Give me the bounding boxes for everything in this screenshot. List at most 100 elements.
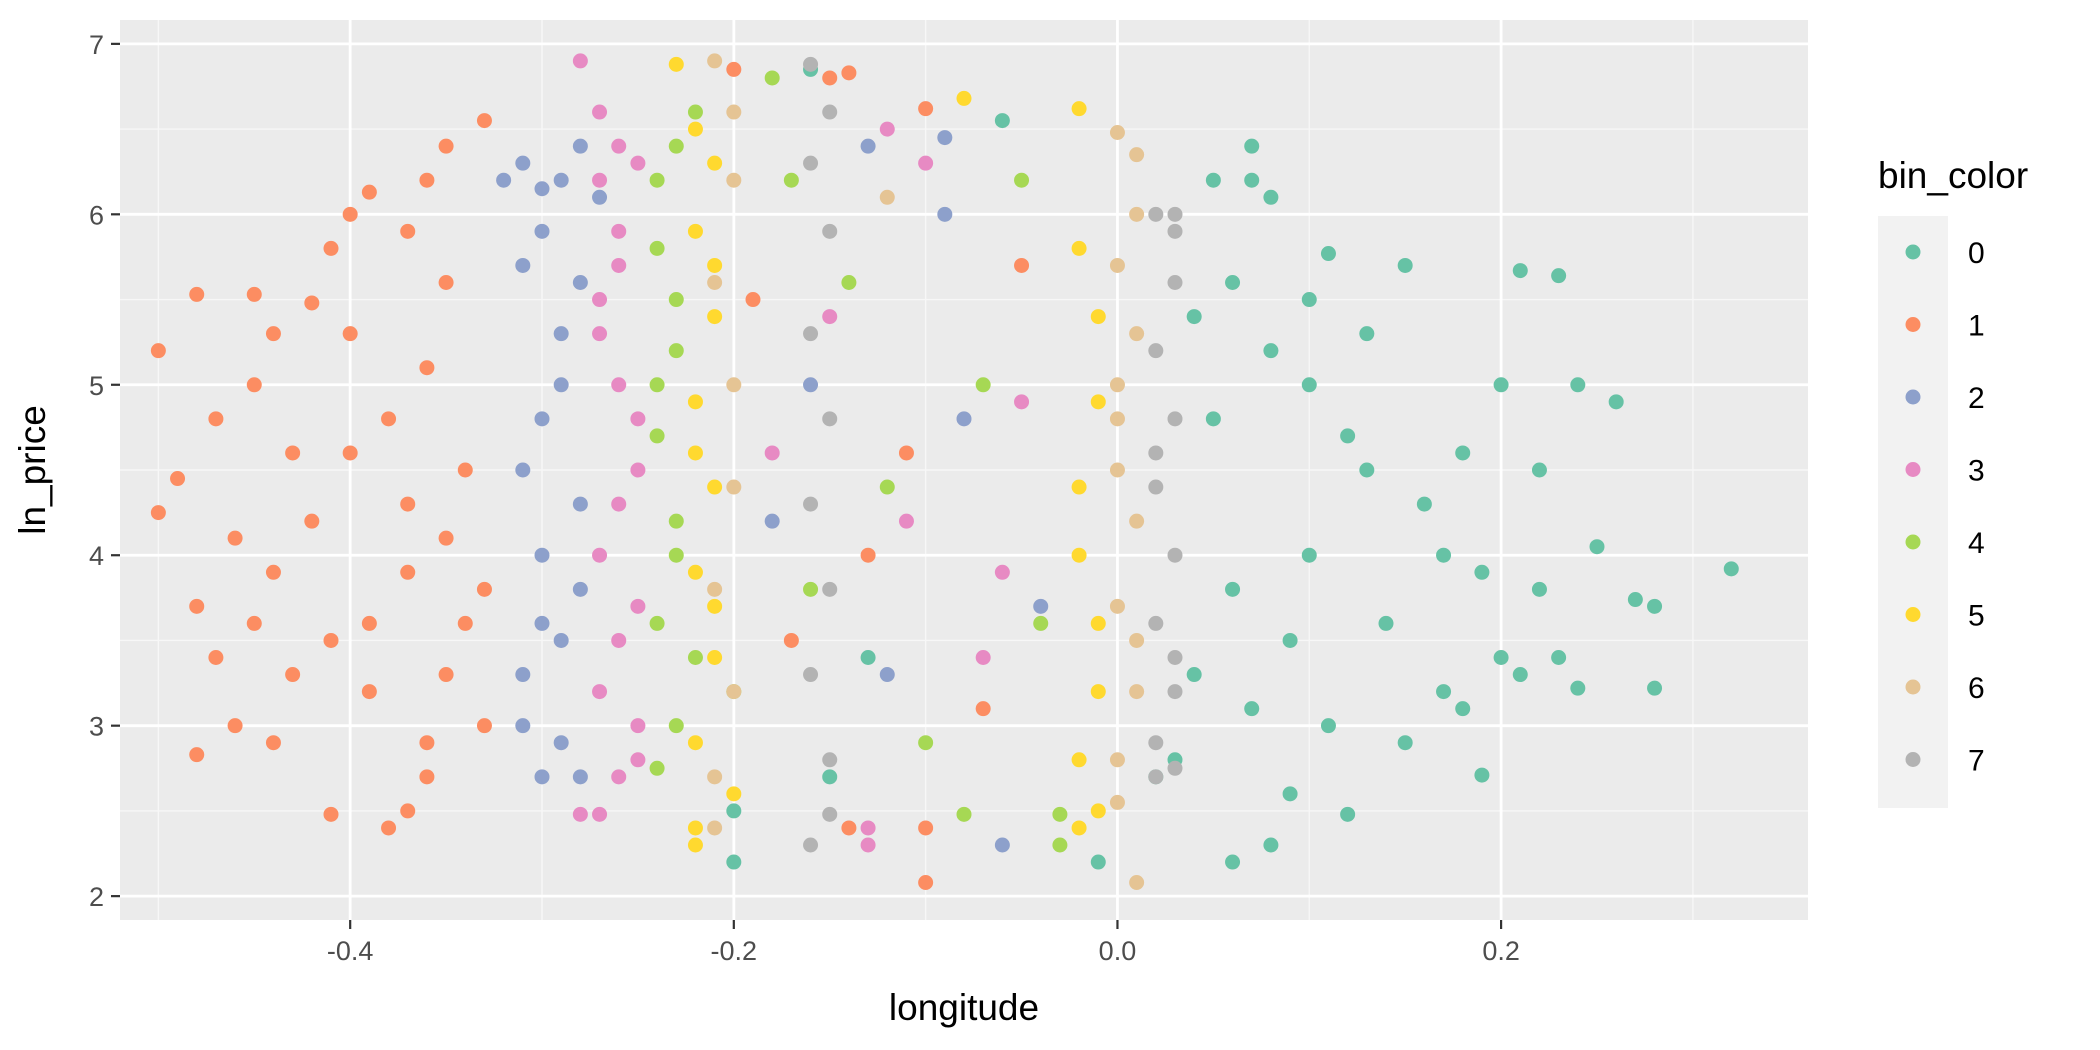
data-point: [1263, 189, 1279, 205]
data-point: [534, 181, 550, 197]
data-point: [592, 684, 608, 700]
data-point: [668, 343, 684, 359]
data-point: [342, 206, 358, 222]
data-point: [1148, 343, 1164, 359]
data-point: [572, 53, 588, 69]
data-point: [707, 769, 723, 785]
data-point: [553, 326, 569, 342]
data-point: [687, 837, 703, 853]
data-point: [285, 445, 301, 461]
data-point: [285, 667, 301, 683]
series-0: [726, 61, 1739, 870]
y-axis: 2 3 4 5 6 7: [89, 30, 120, 912]
legend-title: bin_color: [1878, 155, 2028, 196]
series-4: [649, 70, 1068, 853]
data-point: [687, 121, 703, 137]
legend-label: 3: [1968, 455, 1985, 488]
data-point: [879, 121, 895, 137]
data-point: [1129, 513, 1145, 529]
data-point: [381, 411, 397, 427]
data-point: [764, 70, 780, 86]
data-point: [822, 309, 838, 325]
legend-item-2: 2: [1905, 382, 1985, 415]
data-point: [841, 65, 857, 81]
data-point: [1205, 172, 1221, 188]
data-point: [764, 445, 780, 461]
data-point: [630, 598, 646, 614]
data-point: [208, 411, 224, 427]
data-point: [534, 615, 550, 631]
data-point: [1340, 428, 1356, 444]
data-point: [707, 479, 723, 495]
data-point: [438, 275, 454, 290]
data-point: [572, 496, 588, 512]
data-point: [956, 90, 972, 106]
data-point: [476, 113, 492, 129]
data-point: [687, 223, 703, 239]
y-tick-label: 5: [89, 371, 104, 401]
data-point: [1359, 462, 1375, 478]
legend-key: [1905, 462, 1921, 477]
data-point: [1129, 875, 1145, 890]
data-point: [572, 138, 588, 154]
data-point: [707, 598, 723, 614]
legend-label: 0: [1968, 237, 1985, 270]
data-point: [1359, 326, 1375, 342]
data-point: [265, 564, 281, 580]
data-point: [707, 820, 723, 836]
data-point: [1129, 326, 1145, 342]
data-point: [1167, 223, 1183, 239]
y-tick-label: 3: [89, 712, 104, 742]
legend-key: [1905, 679, 1921, 695]
data-point: [534, 547, 550, 563]
data-point: [803, 326, 819, 342]
data-point: [381, 820, 397, 836]
data-point: [1320, 246, 1336, 262]
data-point: [994, 113, 1010, 129]
data-point: [1052, 837, 1068, 853]
data-point: [323, 806, 339, 822]
data-point: [898, 513, 914, 529]
data-point: [515, 462, 531, 478]
data-point: [1167, 411, 1183, 427]
legend-item-7: 7: [1905, 745, 1985, 778]
data-point: [342, 445, 358, 461]
data-point: [822, 411, 838, 427]
data-point: [1397, 735, 1413, 751]
data-point: [803, 581, 819, 597]
data-point: [189, 747, 205, 763]
data-point: [592, 104, 608, 120]
data-point: [707, 650, 723, 665]
data-point: [937, 206, 953, 222]
data-point: [457, 615, 473, 631]
x-tick-label: -0.2: [711, 936, 758, 966]
data-point: [726, 61, 742, 77]
data-point: [1225, 581, 1241, 597]
data-point: [668, 547, 684, 563]
data-point: [1109, 125, 1125, 140]
data-point: [592, 806, 608, 822]
data-point: [1320, 718, 1336, 734]
data-point: [803, 377, 819, 393]
data-point: [1282, 632, 1298, 648]
data-point: [323, 632, 339, 648]
data-point: [1129, 632, 1145, 648]
data-point: [1090, 803, 1106, 819]
data-point: [975, 377, 991, 393]
data-point: [611, 496, 627, 512]
data-point: [611, 138, 627, 154]
data-point: [783, 632, 799, 648]
data-point: [1493, 650, 1509, 665]
data-point: [630, 462, 646, 478]
data-point: [975, 650, 991, 665]
legend-key: [1905, 607, 1921, 622]
data-point: [687, 394, 703, 410]
x-tick-label: -0.4: [327, 936, 374, 966]
data-point: [1090, 684, 1106, 700]
x-tick-label: 0.0: [1099, 936, 1137, 966]
data-point: [419, 172, 435, 188]
data-point: [994, 564, 1010, 580]
data-point: [457, 462, 473, 478]
legend-label: 6: [1968, 672, 1985, 705]
